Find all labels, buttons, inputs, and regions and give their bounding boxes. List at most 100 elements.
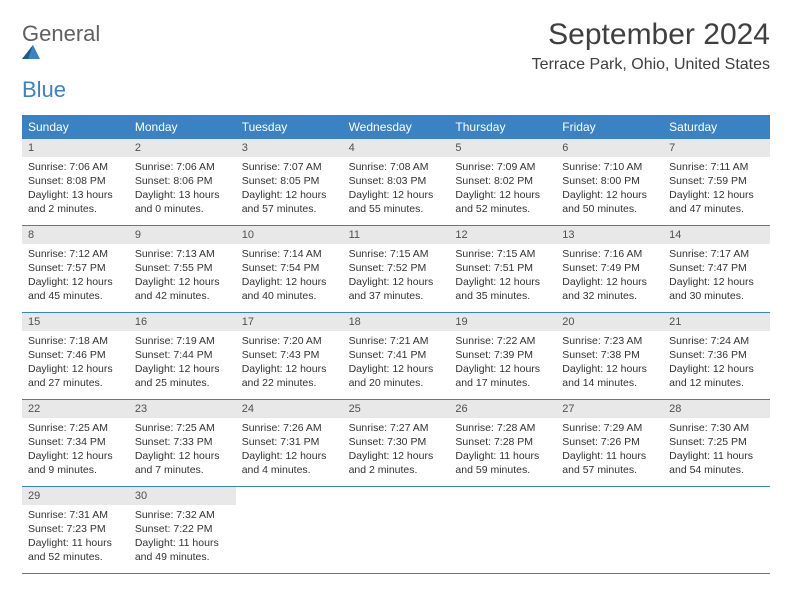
day-cell: 24Sunrise: 7:26 AMSunset: 7:31 PMDayligh… <box>236 400 343 486</box>
sunset-line: Sunset: 7:44 PM <box>135 348 230 362</box>
day-body: Sunrise: 7:24 AMSunset: 7:36 PMDaylight:… <box>663 331 770 396</box>
sunset-line: Sunset: 7:57 PM <box>28 261 123 275</box>
sunrise-line: Sunrise: 7:28 AM <box>455 421 550 435</box>
sunrise-line: Sunrise: 7:11 AM <box>669 160 764 174</box>
day-cell: 18Sunrise: 7:21 AMSunset: 7:41 PMDayligh… <box>343 313 450 399</box>
day-body: Sunrise: 7:20 AMSunset: 7:43 PMDaylight:… <box>236 331 343 396</box>
daylight-line: Daylight: 12 hours and 14 minutes. <box>562 362 657 390</box>
daylight-line: Daylight: 12 hours and 35 minutes. <box>455 275 550 303</box>
daylight-line: Daylight: 12 hours and 22 minutes. <box>242 362 337 390</box>
day-body: Sunrise: 7:15 AMSunset: 7:52 PMDaylight:… <box>343 244 450 309</box>
week-row: 15Sunrise: 7:18 AMSunset: 7:46 PMDayligh… <box>22 313 770 400</box>
sunrise-line: Sunrise: 7:25 AM <box>28 421 123 435</box>
day-number: 14 <box>663 226 687 244</box>
day-body: Sunrise: 7:26 AMSunset: 7:31 PMDaylight:… <box>236 418 343 483</box>
sunset-line: Sunset: 7:46 PM <box>28 348 123 362</box>
day-body: Sunrise: 7:22 AMSunset: 7:39 PMDaylight:… <box>449 331 556 396</box>
day-cell: 11Sunrise: 7:15 AMSunset: 7:52 PMDayligh… <box>343 226 450 312</box>
daylight-line: Daylight: 12 hours and 37 minutes. <box>349 275 444 303</box>
day-body: Sunrise: 7:08 AMSunset: 8:03 PMDaylight:… <box>343 157 450 222</box>
day-number: 29 <box>22 487 46 505</box>
day-number: 11 <box>343 226 366 244</box>
day-body: Sunrise: 7:14 AMSunset: 7:54 PMDaylight:… <box>236 244 343 309</box>
sunset-line: Sunset: 8:02 PM <box>455 174 550 188</box>
day-number-bar: 22 <box>22 400 129 418</box>
day-number-bar: 11 <box>343 226 450 244</box>
day-number: 19 <box>449 313 473 331</box>
daylight-line: Daylight: 11 hours and 49 minutes. <box>135 536 230 564</box>
day-number: 3 <box>236 139 254 157</box>
day-cell <box>343 487 450 573</box>
sunset-line: Sunset: 7:36 PM <box>669 348 764 362</box>
daylight-line: Daylight: 11 hours and 52 minutes. <box>28 536 123 564</box>
header: General Blue September 2024 Terrace Park… <box>22 18 770 101</box>
sunset-line: Sunset: 7:38 PM <box>562 348 657 362</box>
day-body: Sunrise: 7:17 AMSunset: 7:47 PMDaylight:… <box>663 244 770 309</box>
sunset-line: Sunset: 7:52 PM <box>349 261 444 275</box>
day-cell: 23Sunrise: 7:25 AMSunset: 7:33 PMDayligh… <box>129 400 236 486</box>
day-body: Sunrise: 7:25 AMSunset: 7:33 PMDaylight:… <box>129 418 236 483</box>
daylight-line: Daylight: 12 hours and 47 minutes. <box>669 188 764 216</box>
day-number-bar: 5 <box>449 139 556 157</box>
day-number: 28 <box>663 400 687 418</box>
day-body: Sunrise: 7:23 AMSunset: 7:38 PMDaylight:… <box>556 331 663 396</box>
daylight-line: Daylight: 12 hours and 52 minutes. <box>455 188 550 216</box>
day-cell: 2Sunrise: 7:06 AMSunset: 8:06 PMDaylight… <box>129 139 236 225</box>
sunset-line: Sunset: 7:30 PM <box>349 435 444 449</box>
week-row: 1Sunrise: 7:06 AMSunset: 8:08 PMDaylight… <box>22 139 770 226</box>
sunset-line: Sunset: 7:54 PM <box>242 261 337 275</box>
sunrise-line: Sunrise: 7:22 AM <box>455 334 550 348</box>
daylight-line: Daylight: 12 hours and 7 minutes. <box>135 449 230 477</box>
sunrise-line: Sunrise: 7:13 AM <box>135 247 230 261</box>
daylight-line: Daylight: 12 hours and 55 minutes. <box>349 188 444 216</box>
day-body: Sunrise: 7:16 AMSunset: 7:49 PMDaylight:… <box>556 244 663 309</box>
sunrise-line: Sunrise: 7:06 AM <box>135 160 230 174</box>
day-cell: 3Sunrise: 7:07 AMSunset: 8:05 PMDaylight… <box>236 139 343 225</box>
daylight-line: Daylight: 12 hours and 20 minutes. <box>349 362 444 390</box>
day-number-bar: 3 <box>236 139 343 157</box>
day-number: 22 <box>22 400 46 418</box>
day-number: 24 <box>236 400 260 418</box>
day-number: 30 <box>129 487 153 505</box>
dow-wednesday: Wednesday <box>343 115 450 139</box>
day-number-bar: 25 <box>343 400 450 418</box>
day-body: Sunrise: 7:27 AMSunset: 7:30 PMDaylight:… <box>343 418 450 483</box>
sunrise-line: Sunrise: 7:18 AM <box>28 334 123 348</box>
day-cell: 1Sunrise: 7:06 AMSunset: 8:08 PMDaylight… <box>22 139 129 225</box>
day-body: Sunrise: 7:25 AMSunset: 7:34 PMDaylight:… <box>22 418 129 483</box>
daylight-line: Daylight: 13 hours and 0 minutes. <box>135 188 230 216</box>
week-row: 29Sunrise: 7:31 AMSunset: 7:23 PMDayligh… <box>22 487 770 574</box>
day-number-bar: 26 <box>449 400 556 418</box>
day-cell: 15Sunrise: 7:18 AMSunset: 7:46 PMDayligh… <box>22 313 129 399</box>
day-cell: 10Sunrise: 7:14 AMSunset: 7:54 PMDayligh… <box>236 226 343 312</box>
day-number: 27 <box>556 400 580 418</box>
dow-sunday: Sunday <box>22 115 129 139</box>
day-number: 1 <box>22 139 40 157</box>
daylight-line: Daylight: 11 hours and 59 minutes. <box>455 449 550 477</box>
dow-tuesday: Tuesday <box>236 115 343 139</box>
location-subtitle: Terrace Park, Ohio, United States <box>532 56 770 74</box>
day-body: Sunrise: 7:28 AMSunset: 7:28 PMDaylight:… <box>449 418 556 483</box>
day-number: 18 <box>343 313 367 331</box>
day-number: 23 <box>129 400 153 418</box>
day-number-bar: 20 <box>556 313 663 331</box>
day-number-bar: 9 <box>129 226 236 244</box>
sunset-line: Sunset: 8:05 PM <box>242 174 337 188</box>
sunrise-line: Sunrise: 7:06 AM <box>28 160 123 174</box>
day-cell <box>663 487 770 573</box>
sunset-line: Sunset: 7:22 PM <box>135 522 230 536</box>
day-cell: 20Sunrise: 7:23 AMSunset: 7:38 PMDayligh… <box>556 313 663 399</box>
sunset-line: Sunset: 7:26 PM <box>562 435 657 449</box>
sunrise-line: Sunrise: 7:30 AM <box>669 421 764 435</box>
sunset-line: Sunset: 7:33 PM <box>135 435 230 449</box>
sunrise-line: Sunrise: 7:15 AM <box>455 247 550 261</box>
day-body: Sunrise: 7:11 AMSunset: 7:59 PMDaylight:… <box>663 157 770 222</box>
sunrise-line: Sunrise: 7:27 AM <box>349 421 444 435</box>
day-cell <box>556 487 663 573</box>
day-number: 21 <box>663 313 687 331</box>
day-number-bar: 28 <box>663 400 770 418</box>
sunrise-line: Sunrise: 7:21 AM <box>349 334 444 348</box>
week-row: 8Sunrise: 7:12 AMSunset: 7:57 PMDaylight… <box>22 226 770 313</box>
day-cell: 26Sunrise: 7:28 AMSunset: 7:28 PMDayligh… <box>449 400 556 486</box>
day-cell: 28Sunrise: 7:30 AMSunset: 7:25 PMDayligh… <box>663 400 770 486</box>
